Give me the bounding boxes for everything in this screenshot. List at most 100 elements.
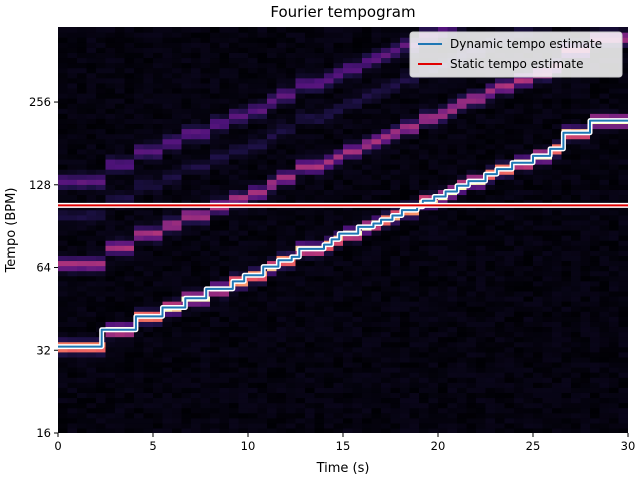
heatmap-cell <box>362 382 373 388</box>
heatmap-cell <box>333 108 344 114</box>
heatmap-cell <box>457 311 468 317</box>
heatmap-cell <box>523 356 534 363</box>
heatmap-cell <box>77 219 88 226</box>
heatmap-cell <box>286 311 297 317</box>
heatmap-cell <box>400 407 411 414</box>
heatmap-cell <box>400 295 411 302</box>
heatmap-cell <box>200 184 211 190</box>
heatmap-cell <box>485 113 496 119</box>
heatmap-cell <box>466 306 477 312</box>
heatmap-cell <box>409 331 420 338</box>
heatmap-cell <box>305 295 316 302</box>
heatmap-cell <box>580 422 591 429</box>
heatmap-cell <box>523 326 534 333</box>
heatmap-cell <box>172 351 183 358</box>
heatmap-cell <box>447 199 458 206</box>
heatmap-cell <box>67 42 78 48</box>
heatmap-cell <box>590 285 601 292</box>
heatmap-cell <box>476 133 487 140</box>
heatmap-cell <box>523 321 534 328</box>
heatmap-cell <box>219 92 230 99</box>
heatmap-cell <box>96 27 107 33</box>
heatmap-cell <box>200 62 211 69</box>
heatmap-cell <box>343 62 354 69</box>
heatmap-cell <box>229 37 240 43</box>
heatmap-cell <box>466 372 477 378</box>
heatmap-cell <box>400 153 411 160</box>
heatmap-cell <box>400 98 411 104</box>
heatmap-cell <box>533 219 544 226</box>
heatmap-cell <box>238 397 249 404</box>
heatmap-cell <box>333 407 344 414</box>
heatmap-cell <box>352 245 363 251</box>
heatmap-cell <box>362 397 373 404</box>
heatmap-cell <box>485 387 496 393</box>
heatmap-cell <box>305 123 316 130</box>
heatmap-cell <box>162 427 173 433</box>
heatmap-cell <box>96 47 107 53</box>
heatmap-cell <box>599 240 610 246</box>
heatmap-cell <box>457 356 468 363</box>
heatmap-cell <box>324 224 335 231</box>
heatmap-cell <box>381 397 392 404</box>
heatmap-cell <box>447 351 458 358</box>
heatmap-cell <box>542 113 553 119</box>
heatmap-cell <box>286 92 297 99</box>
heatmap-cell <box>495 311 506 317</box>
heatmap-cell <box>115 118 126 125</box>
heatmap-cell <box>523 306 534 312</box>
heatmap-cell <box>590 392 601 399</box>
heatmap-cell <box>124 427 135 433</box>
heatmap-cell <box>438 280 449 287</box>
heatmap-cell <box>181 209 192 216</box>
heatmap-cell <box>200 270 211 277</box>
heatmap-cell <box>485 392 496 399</box>
heatmap-cell <box>124 250 135 256</box>
heatmap-cell <box>381 199 392 206</box>
heatmap-cell <box>115 275 126 282</box>
heatmap-cell <box>362 260 373 267</box>
heatmap-cell <box>257 92 268 99</box>
heatmap-cell <box>295 417 306 424</box>
heatmap-cell <box>523 280 534 287</box>
heatmap-cell <box>495 326 506 333</box>
heatmap-cell <box>295 235 306 241</box>
heatmap-cell <box>533 260 544 267</box>
heatmap-cell <box>134 194 145 201</box>
heatmap-cell <box>143 92 154 99</box>
heatmap-cell <box>314 219 325 226</box>
heatmap-cell <box>362 128 373 135</box>
heatmap-cell <box>295 27 306 33</box>
heatmap-cell <box>276 361 287 368</box>
heatmap-cell <box>618 158 628 165</box>
heatmap-cell <box>599 417 610 424</box>
heatmap-cell <box>352 57 363 64</box>
heatmap-cell <box>86 174 97 180</box>
heatmap-cell <box>590 199 601 206</box>
heatmap-cell <box>172 230 183 236</box>
heatmap-cell <box>495 407 506 414</box>
heatmap-cell <box>67 290 78 297</box>
heatmap-cell <box>561 377 572 383</box>
heatmap-cell <box>191 412 202 419</box>
heatmap-cell <box>67 133 78 140</box>
heatmap-cell <box>561 179 572 185</box>
heatmap-cell <box>523 311 534 317</box>
heatmap-cell <box>58 62 69 69</box>
heatmap-cell <box>67 346 78 353</box>
heatmap-cell <box>67 356 78 363</box>
heatmap-cell <box>276 179 287 185</box>
heatmap-cell <box>172 341 183 348</box>
heatmap-cell <box>286 301 297 307</box>
heatmap-cell <box>333 179 344 185</box>
heatmap-cell <box>210 351 221 358</box>
heatmap-cell <box>124 87 135 94</box>
heatmap-cell <box>457 280 468 287</box>
heatmap-cell <box>419 164 430 170</box>
heatmap-cell <box>257 82 268 89</box>
heatmap-cell <box>400 214 411 221</box>
heatmap-cell <box>105 153 116 160</box>
heatmap-cell <box>267 219 278 226</box>
heatmap-cell <box>409 98 420 104</box>
heatmap-cell <box>561 98 572 104</box>
